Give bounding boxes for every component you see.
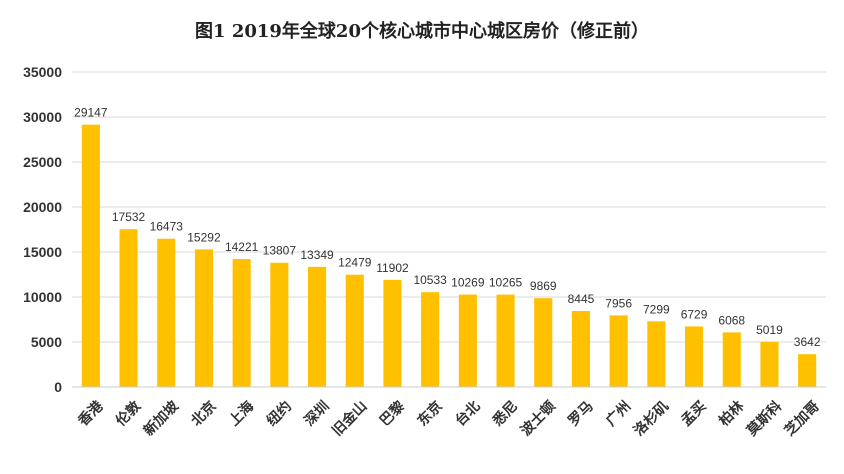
data-label: 10533 [413, 273, 447, 287]
data-label: 7956 [605, 296, 632, 310]
y-tick-label: 0 [54, 379, 62, 395]
data-label: 15292 [187, 230, 221, 244]
bar [232, 259, 251, 387]
x-tick-label: 孟买 [679, 398, 710, 429]
bar [722, 332, 741, 387]
bar [345, 274, 364, 387]
y-tick-label: 30000 [23, 109, 62, 125]
bar [609, 315, 628, 387]
data-label: 29147 [74, 106, 108, 120]
bar [308, 266, 327, 387]
bar [270, 262, 289, 387]
bar [685, 326, 704, 387]
x-tick-label: 伦敦 [112, 397, 145, 430]
data-label: 9869 [530, 279, 557, 293]
data-label: 10269 [451, 276, 485, 290]
bar [534, 298, 553, 387]
data-label: 3642 [794, 335, 821, 349]
y-tick-label: 15000 [23, 244, 62, 260]
x-tick-label: 罗马 [565, 398, 596, 429]
x-tick-label: 广州 [602, 398, 634, 430]
bar [383, 279, 402, 387]
data-label: 14221 [225, 240, 259, 254]
x-tick-label: 波士顿 [517, 398, 559, 440]
y-tick-label: 25000 [23, 154, 62, 170]
bar [571, 310, 590, 387]
bar [647, 321, 666, 387]
bars [81, 124, 817, 387]
y-tick-label: 20000 [23, 199, 62, 215]
data-label: 17532 [112, 210, 146, 224]
x-tick-label: 莫斯科 [743, 398, 785, 440]
data-label: 12479 [338, 256, 372, 270]
bar [458, 294, 477, 387]
data-label: 10265 [489, 276, 523, 290]
data-label: 13807 [263, 244, 297, 258]
x-tick-label: 香港 [74, 397, 107, 430]
x-tick-label: 纽约 [263, 398, 295, 430]
y-axis-ticks: 0 5000 10000 15000 20000 25000 30000 35000 [23, 64, 62, 395]
data-label: 11902 [376, 261, 409, 275]
data-label: 16473 [150, 220, 184, 234]
x-tick-label: 东京 [414, 398, 446, 430]
x-tick-label: 巴黎 [376, 398, 408, 430]
x-tick-label: 北京 [188, 398, 220, 430]
grid-lines [72, 71, 826, 343]
x-tick-label: 台北 [452, 398, 484, 430]
x-tick-label: 上海 [225, 398, 257, 430]
data-label: 6068 [718, 313, 745, 327]
x-tick-label: 旧金山 [329, 398, 371, 440]
x-tick-label: 芝加哥 [781, 398, 823, 440]
data-label: 8445 [568, 292, 595, 306]
bar [760, 341, 779, 387]
data-label: 13349 [300, 248, 334, 262]
bar [496, 294, 515, 387]
x-tick-label: 柏林 [716, 398, 748, 430]
x-tick-label: 悉尼 [489, 398, 522, 431]
bar [798, 354, 817, 387]
bar [194, 249, 213, 387]
y-tick-label: 35000 [23, 64, 62, 80]
x-tick-label: 洛杉矶 [630, 398, 672, 440]
x-tick-label: 深圳 [301, 398, 333, 430]
y-tick-label: 5000 [31, 334, 62, 350]
bar [119, 229, 138, 387]
bar [421, 292, 440, 387]
bar [157, 238, 176, 387]
chart-title: 图1 2019年全球20个核心城市中心城区房价（修正前） [195, 20, 649, 42]
bar [81, 124, 100, 387]
x-tick-label: 新加坡 [140, 397, 182, 439]
y-tick-label: 10000 [23, 289, 62, 305]
data-label: 6729 [681, 307, 708, 321]
data-label: 7299 [643, 302, 670, 316]
data-label: 5019 [756, 323, 783, 337]
